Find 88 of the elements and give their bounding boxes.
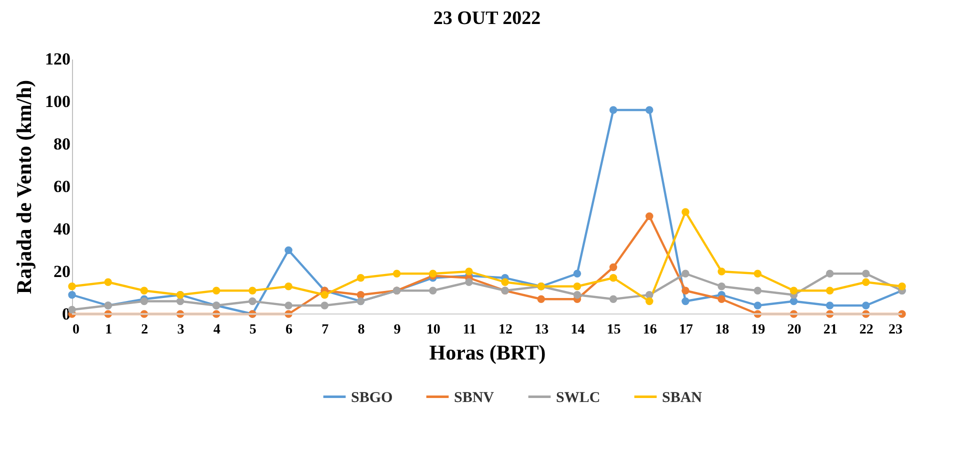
x-tick-label: 9 — [394, 322, 401, 338]
x-tick-label: 15 — [606, 322, 621, 338]
point — [320, 302, 328, 310]
point — [862, 278, 870, 286]
point — [609, 106, 618, 114]
point — [718, 295, 726, 303]
point — [573, 291, 582, 299]
x-tick-label: 1 — [105, 322, 112, 338]
x-tick-label: 5 — [249, 322, 256, 338]
point — [284, 302, 292, 310]
y-tick-label: 100 — [45, 92, 70, 111]
point — [682, 286, 690, 294]
point — [646, 297, 654, 306]
point — [609, 263, 618, 272]
y-tick-label: 80 — [54, 134, 70, 154]
x-tick-label: 13 — [534, 322, 549, 338]
point — [646, 106, 654, 114]
point — [284, 246, 292, 254]
legend-label: SBNV — [454, 390, 494, 406]
point — [284, 282, 292, 290]
legend-label: SBGO — [351, 390, 393, 406]
point — [68, 291, 76, 299]
x-tick-label: 20 — [787, 322, 802, 338]
x-tick-label: 23 — [888, 322, 902, 338]
point — [682, 270, 690, 278]
x-tick-label: 2 — [141, 322, 148, 338]
x-tick-label: 11 — [462, 322, 476, 338]
point — [718, 282, 726, 290]
point — [537, 295, 546, 303]
point — [320, 291, 328, 299]
point — [68, 282, 76, 290]
point — [826, 302, 834, 310]
x-tick-label: 7 — [322, 322, 329, 338]
point — [104, 278, 112, 286]
point — [573, 270, 582, 278]
x-tick-label: 18 — [715, 322, 730, 338]
point — [826, 270, 834, 278]
x-axis-title: Horas (BRT) — [429, 340, 546, 364]
point — [682, 208, 690, 216]
point — [609, 295, 618, 303]
point — [356, 274, 365, 282]
x-tick-label: 21 — [823, 322, 838, 338]
x-tick-label: 19 — [751, 322, 766, 338]
point — [248, 286, 256, 294]
y-tick-label: 60 — [54, 177, 70, 196]
point — [790, 297, 798, 306]
point — [428, 270, 437, 278]
point — [682, 297, 690, 306]
x-tick-label: 3 — [177, 322, 184, 338]
point — [465, 268, 473, 276]
point — [501, 278, 509, 286]
y-tick-label: 40 — [54, 220, 70, 238]
x-tick-label: 6 — [286, 322, 293, 338]
point — [140, 286, 148, 294]
point — [826, 286, 834, 294]
point — [609, 274, 618, 282]
x-tick-label: 8 — [358, 322, 365, 338]
x-tick-label: 4 — [213, 322, 220, 338]
y-tick-label: 120 — [45, 50, 70, 68]
point — [212, 286, 220, 294]
point — [465, 278, 473, 286]
point — [646, 212, 654, 220]
point — [754, 302, 762, 310]
point — [862, 270, 870, 278]
point — [428, 286, 437, 294]
legend-label: SBAN — [662, 390, 702, 406]
x-tick-label: 14 — [570, 322, 585, 338]
point — [646, 291, 654, 299]
legend-label: SWLC — [556, 390, 600, 406]
point — [392, 270, 401, 278]
point — [248, 297, 256, 306]
x-tick-label: 12 — [498, 322, 513, 338]
point — [573, 282, 582, 290]
x-tick-label: 10 — [426, 322, 440, 338]
point — [754, 286, 762, 294]
point — [176, 297, 184, 306]
point — [140, 297, 148, 306]
chart-title: 23 OUT 2022 — [433, 8, 541, 29]
y-tick-label: 20 — [54, 262, 70, 281]
y-axis-title: Rajada de Vento (km/h) — [12, 80, 36, 294]
point — [790, 286, 798, 294]
point — [718, 268, 726, 276]
point — [862, 302, 870, 310]
x-tick-label: 16 — [642, 322, 657, 338]
point — [754, 270, 762, 278]
x-tick-label: 22 — [859, 322, 874, 338]
x-tick-label: 17 — [678, 322, 693, 338]
point — [898, 282, 906, 290]
